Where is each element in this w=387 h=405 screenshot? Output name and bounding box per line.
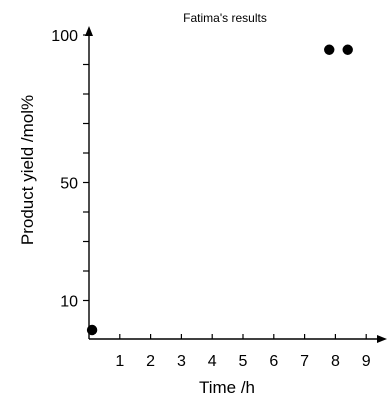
chart-title: Fatima's results — [183, 11, 267, 25]
y-ticks: 10 50 100 — [51, 28, 89, 311]
axes — [85, 26, 387, 343]
x-tick-label: 4 — [208, 353, 217, 370]
x-tick-label: 2 — [146, 353, 155, 370]
data-point — [86, 324, 98, 336]
x-tick-label: 6 — [269, 353, 278, 370]
y-tick-label: 50 — [60, 176, 78, 193]
x-tick-label: 5 — [239, 353, 248, 370]
y-axis-label: Product yield /mol% — [18, 95, 37, 245]
x-ticks: 1 2 3 4 5 6 7 8 9 — [115, 334, 371, 370]
data-point — [324, 44, 335, 55]
x-tick-label: 9 — [362, 353, 371, 370]
x-axis-arrow — [377, 335, 387, 343]
x-tick-label: 7 — [300, 353, 309, 370]
y-tick-label: 100 — [51, 28, 78, 45]
data-points — [86, 44, 353, 336]
y-axis-arrow — [85, 26, 93, 36]
x-tick-label: 3 — [177, 353, 186, 370]
x-tick-label: 1 — [115, 353, 124, 370]
x-axis-label: Time /h — [199, 378, 255, 397]
data-point — [342, 44, 353, 55]
x-tick-label: 8 — [331, 353, 340, 370]
y-tick-label: 10 — [60, 294, 78, 311]
